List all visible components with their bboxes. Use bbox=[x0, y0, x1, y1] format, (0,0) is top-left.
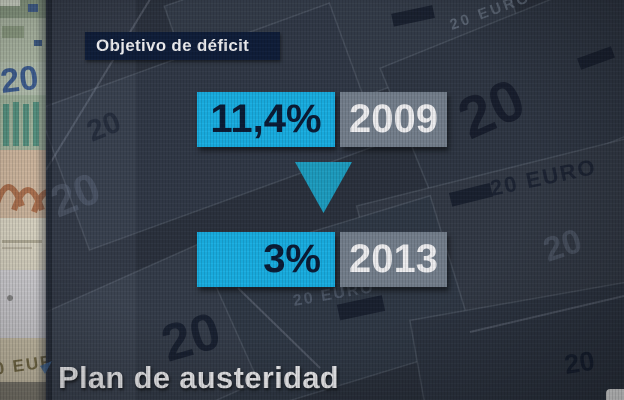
deficit-target-label: Objetivo de déficit bbox=[85, 32, 280, 60]
deficit-value-2009: 11,4% bbox=[197, 92, 335, 147]
banknote-20-watermark: 20 bbox=[0, 59, 41, 101]
corner-graphic bbox=[606, 389, 624, 400]
page-title: Plan de austeridad bbox=[58, 360, 340, 395]
deficit-value-2013: 3% bbox=[197, 232, 335, 287]
banknote-20-watermark: 20 bbox=[562, 346, 596, 380]
year-badge-2009: 2009 bbox=[340, 92, 447, 147]
year-badge-2013: 2013 bbox=[340, 232, 447, 287]
